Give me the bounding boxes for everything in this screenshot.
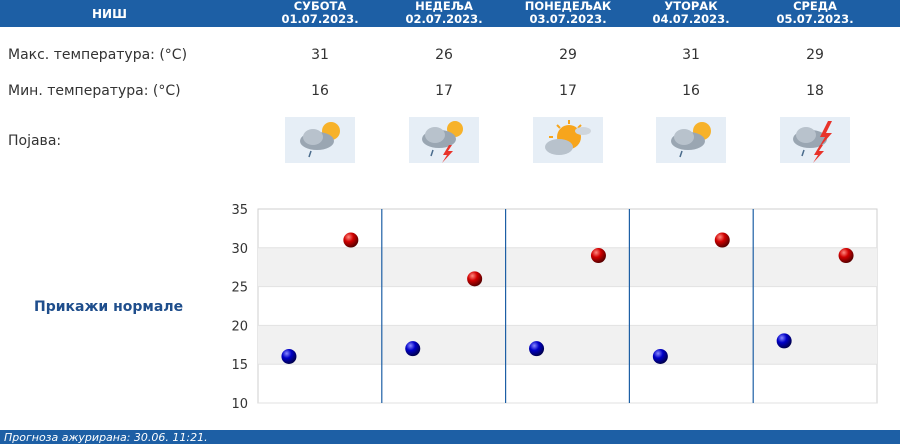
max-temp-point bbox=[714, 232, 730, 248]
min-temp-value: 16 bbox=[311, 83, 329, 99]
grid-band bbox=[258, 247, 877, 287]
max-temp-label: Макс. температура: (°C) bbox=[8, 47, 188, 63]
max-temp-value: 31 bbox=[311, 47, 329, 63]
y-tick-label: 25 bbox=[231, 281, 248, 296]
day-column-header: НЕДЕЉА 02.07.2023. bbox=[384, 0, 504, 26]
max-temp-value: 29 bbox=[559, 47, 577, 63]
min-temp-label: Мин. температура: (°C) bbox=[8, 83, 181, 99]
day-column-header: СРЕДА 05.07.2023. bbox=[755, 0, 875, 26]
day-column-header: СУБОТА 01.07.2023. bbox=[260, 0, 380, 26]
day-column-header: ПОНЕДЕЉАК 03.07.2023. bbox=[508, 0, 628, 26]
plot-area bbox=[257, 208, 878, 404]
update-timestamp: Прогноза ажурирана: 30.06. 11:21. bbox=[4, 431, 208, 444]
day-name: СРЕДА bbox=[793, 0, 837, 13]
thunderstorm-icon bbox=[780, 117, 850, 163]
max-temp-point bbox=[590, 248, 606, 264]
min-temp-point bbox=[652, 348, 668, 364]
grid-band bbox=[258, 325, 877, 365]
sun-cloud-icon bbox=[533, 117, 603, 163]
min-temp-value: 18 bbox=[806, 83, 824, 99]
update-footer: Прогноза ажурирана: 30.06. 11:21. bbox=[0, 430, 900, 444]
min-temp-value: 17 bbox=[435, 83, 453, 99]
max-temp-point bbox=[467, 271, 483, 287]
cloud-sun-rain-icon bbox=[656, 117, 726, 163]
min-temp-point bbox=[776, 333, 792, 349]
y-tick-label: 30 bbox=[231, 242, 248, 257]
city-name: НИШ bbox=[92, 7, 127, 21]
max-temp-value: 31 bbox=[682, 47, 700, 63]
day-name: НЕДЕЉА bbox=[415, 0, 473, 13]
min-temp-point bbox=[529, 341, 545, 357]
y-tick-label: 20 bbox=[231, 319, 248, 334]
day-name: СУБОТА bbox=[293, 0, 347, 13]
day-date: 04.07.2023. bbox=[652, 12, 730, 26]
day-column-header: УТОРАК 04.07.2023. bbox=[631, 0, 751, 26]
day-date: 02.07.2023. bbox=[405, 12, 483, 26]
min-temp-point bbox=[405, 341, 421, 357]
day-name: ПОНЕДЕЉАК bbox=[524, 0, 612, 13]
cloud-sun-rain-icon bbox=[285, 117, 355, 163]
min-temp-point bbox=[281, 348, 297, 364]
phenomenon-label: Појава: bbox=[8, 133, 62, 149]
min-temp-value: 16 bbox=[682, 83, 700, 99]
max-temp-point bbox=[838, 248, 854, 264]
max-temp-value: 29 bbox=[806, 47, 824, 63]
day-name: УТОРАК bbox=[664, 0, 718, 13]
max-temp-point bbox=[343, 232, 359, 248]
y-tick-label: 15 bbox=[231, 358, 248, 373]
day-date: 01.07.2023. bbox=[281, 12, 359, 26]
forecast-header: НИШ СУБОТА 01.07.2023. НЕДЕЉА 02.07.2023… bbox=[0, 0, 900, 27]
day-date: 03.07.2023. bbox=[529, 12, 607, 26]
max-temp-value: 26 bbox=[435, 47, 453, 63]
y-tick-label: 10 bbox=[231, 397, 248, 412]
min-temp-value: 17 bbox=[559, 83, 577, 99]
show-normals-link[interactable]: Прикажи нормале bbox=[34, 299, 184, 315]
day-date: 05.07.2023. bbox=[776, 12, 854, 26]
y-tick-label: 35 bbox=[231, 203, 248, 218]
thunderstorm-icon bbox=[409, 117, 479, 163]
